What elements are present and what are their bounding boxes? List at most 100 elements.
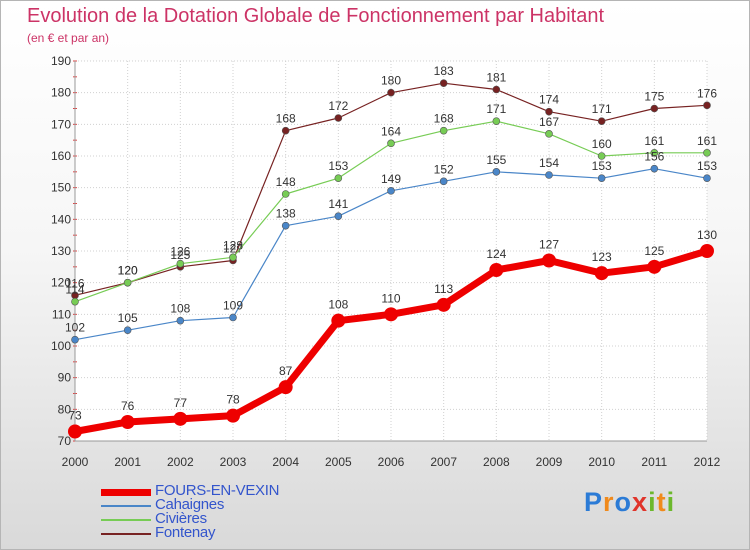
data-point — [439, 126, 448, 135]
data-label: 102 — [65, 321, 85, 335]
data-point — [436, 297, 451, 312]
data-label: 153 — [697, 159, 717, 173]
data-label: 180 — [381, 74, 401, 88]
data-label: 176 — [697, 86, 717, 100]
data-label: 109 — [223, 299, 243, 313]
data-point — [334, 114, 343, 122]
x-tick-label: 2007 — [430, 455, 457, 469]
legend-label: FOURS-EN-VEXIN — [155, 482, 280, 499]
data-point — [703, 149, 711, 157]
legend-label: Fontenay — [155, 524, 216, 541]
data-label: 168 — [276, 112, 296, 126]
y-tick-label: 150 — [51, 181, 71, 195]
data-point — [331, 313, 346, 328]
data-label: 161 — [697, 134, 717, 148]
logo-letter: P — [584, 487, 604, 517]
data-label: 164 — [381, 124, 401, 138]
data-label: 114 — [65, 283, 84, 297]
data-point — [334, 212, 343, 220]
data-label: 155 — [486, 153, 506, 167]
y-tick-label: 100 — [51, 339, 71, 353]
data-point — [597, 117, 606, 125]
x-tick-label: 2003 — [220, 455, 247, 469]
data-point — [281, 126, 290, 135]
data-label: 120 — [118, 264, 138, 278]
series-fours-en-vexin: 73 76 77 78 87 108 110 113 124 127 123 125 130 — [68, 228, 717, 439]
data-label: 108 — [170, 302, 190, 316]
data-point — [387, 139, 395, 148]
data-label: 127 — [223, 242, 243, 256]
data-point — [176, 316, 185, 325]
data-label: 181 — [486, 71, 506, 85]
y-tick-label: 90 — [58, 371, 72, 385]
legend-label: Civières — [155, 510, 207, 527]
data-point — [597, 152, 606, 160]
y-tick-label: 80 — [58, 402, 72, 416]
data-point — [492, 117, 501, 125]
data-point — [334, 174, 343, 182]
data-point — [650, 164, 659, 173]
y-tick-label: 170 — [51, 117, 71, 131]
y-tick-label: 140 — [51, 212, 71, 226]
data-point — [700, 244, 714, 258]
data-point — [123, 278, 132, 287]
logo-letter: i — [648, 487, 657, 517]
data-label: 152 — [434, 162, 454, 176]
data-point — [68, 424, 82, 439]
x-tick-label: 2011 — [641, 455, 667, 469]
data-label: 108 — [328, 298, 348, 312]
data-label: 116 — [65, 276, 84, 290]
chart-title: Evolution de la Dotation Globale de Fonc… — [27, 5, 605, 27]
data-label: 124 — [486, 247, 506, 261]
data-label: 125 — [644, 244, 664, 258]
series-cahaignes: 102 105 108 109 138 141 149 152 155 154 153 156 153 — [65, 150, 717, 344]
x-tick-label: 2001 — [114, 455, 141, 469]
data-label: 138 — [276, 207, 296, 221]
proxiti-logo: Proxiti — [584, 487, 675, 518]
data-point — [176, 259, 185, 268]
y-tick-label: 120 — [51, 276, 71, 290]
data-label: 183 — [434, 64, 454, 78]
data-point — [120, 415, 135, 429]
data-point — [545, 171, 553, 179]
legend-swatch — [101, 519, 151, 521]
data-label: 113 — [434, 282, 453, 296]
data-label: 105 — [118, 311, 138, 325]
data-point — [650, 104, 659, 113]
x-tick-label: 2009 — [536, 455, 563, 469]
data-label: 77 — [174, 396, 188, 410]
data-label: 126 — [170, 245, 190, 259]
data-point — [492, 85, 501, 94]
x-tick-label: 2012 — [694, 455, 721, 469]
data-point — [384, 307, 398, 322]
x-tick-label: 2006 — [378, 455, 405, 469]
data-point — [647, 259, 662, 274]
legend-label: Cahaignes — [155, 496, 225, 513]
legend-swatch — [101, 488, 151, 496]
data-point — [71, 297, 79, 306]
legend-swatch — [101, 533, 151, 535]
data-label: 73 — [68, 409, 82, 423]
y-tick-label: 160 — [51, 149, 71, 163]
logo-letter: x — [632, 487, 649, 517]
data-label: 87 — [279, 364, 293, 378]
data-label: 171 — [486, 102, 506, 116]
data-label: 167 — [539, 115, 559, 129]
data-point — [492, 168, 501, 176]
y-tick-label: 70 — [58, 434, 72, 448]
data-label: 153 — [328, 159, 348, 173]
data-label: 161 — [644, 134, 664, 148]
data-point — [545, 107, 553, 116]
data-label: 171 — [592, 102, 612, 116]
data-label: 156 — [644, 150, 664, 164]
data-label: 128 — [223, 238, 243, 252]
data-point — [439, 177, 448, 186]
data-point — [489, 263, 504, 277]
data-point — [597, 174, 606, 182]
data-label: 172 — [328, 99, 348, 113]
legend-swatch — [101, 505, 151, 507]
data-label: 125 — [170, 248, 190, 262]
data-point — [594, 266, 609, 281]
